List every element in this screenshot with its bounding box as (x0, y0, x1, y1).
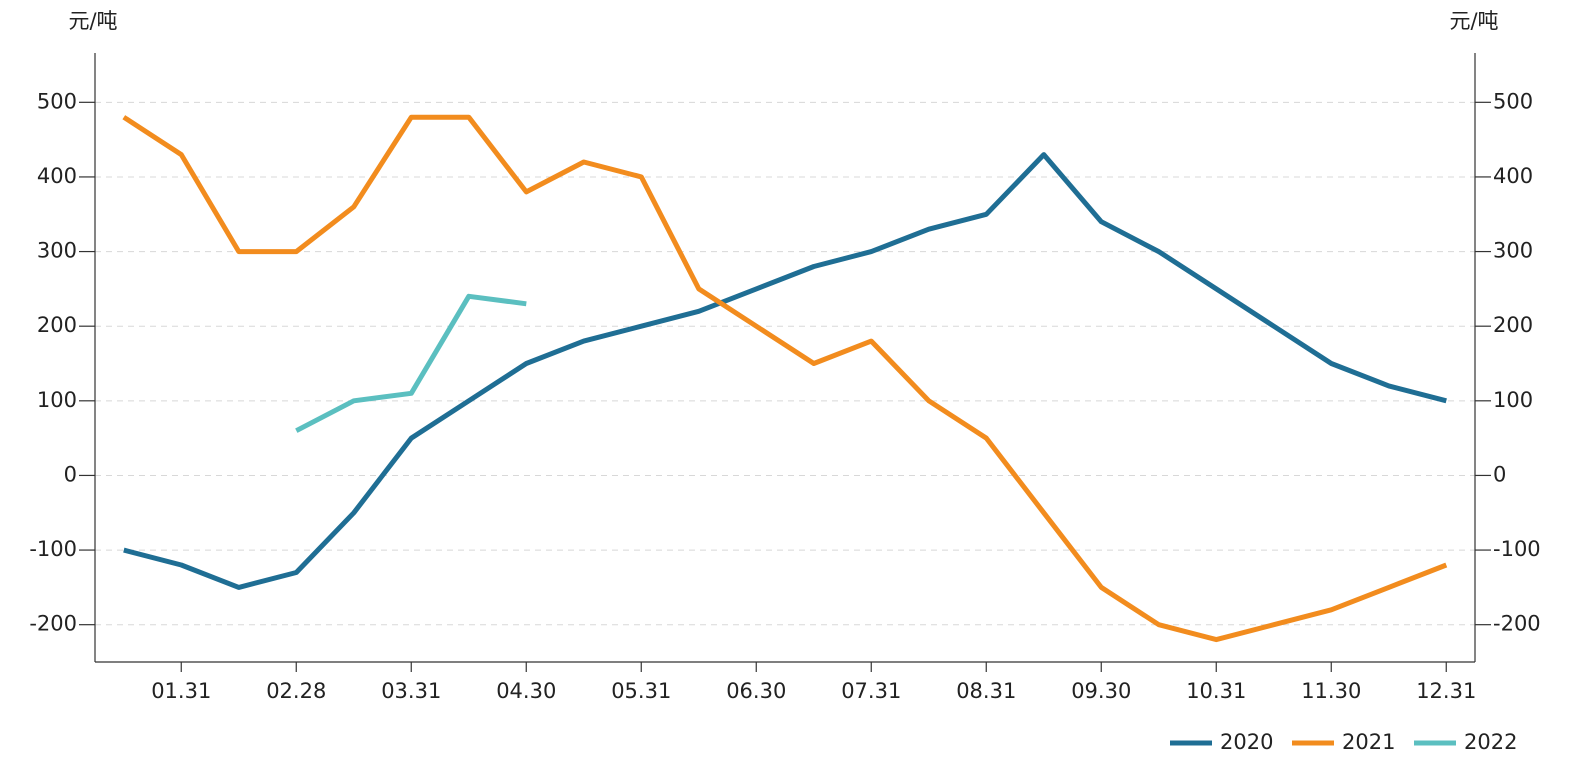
y-tick-label: 0 (64, 462, 77, 486)
y-axis-unit: 元/吨 (68, 9, 117, 33)
y-tick-label: -200 (29, 612, 77, 636)
y2-tick-label: -200 (1493, 612, 1541, 636)
x-tick-label: 05.31 (611, 679, 671, 703)
y-tick-label: 300 (37, 239, 77, 263)
x-tick-label: 11.30 (1301, 679, 1361, 703)
y2-tick-label: 0 (1493, 462, 1506, 486)
x-tick-label: 07.31 (841, 679, 901, 703)
series-line (122, 114, 1448, 643)
y2-tick-label: 500 (1493, 89, 1533, 113)
y-tick-label: 200 (37, 313, 77, 337)
y-tick-label: -100 (29, 537, 77, 561)
y2-tick-label: 300 (1493, 239, 1533, 263)
x-tick-label: 02.28 (266, 679, 326, 703)
x-tick-label: 09.30 (1071, 679, 1131, 703)
y-tick-label: 500 (37, 89, 77, 113)
y2-axis-unit: 元/吨 (1449, 9, 1498, 33)
y-tick-label: 100 (37, 388, 77, 412)
y2-tick-label: 200 (1493, 313, 1533, 337)
legend-label: 2021 (1342, 730, 1395, 754)
x-tick-label: 12.31 (1416, 679, 1476, 703)
x-tick-label: 03.31 (381, 679, 441, 703)
series-line (123, 152, 1447, 590)
x-tick-label: 04.30 (496, 679, 556, 703)
x-tick-label: 06.30 (726, 679, 786, 703)
legend-label: 2020 (1220, 730, 1273, 754)
x-tick-label: 08.31 (956, 679, 1016, 703)
y-tick-label: 400 (37, 164, 77, 188)
y2-tick-label: -100 (1493, 537, 1541, 561)
series-line (295, 293, 527, 433)
y2-tick-label: 100 (1493, 388, 1533, 412)
x-tick-label: 01.31 (151, 679, 211, 703)
legend-label: 2022 (1464, 730, 1517, 754)
x-tick-label: 10.31 (1186, 679, 1246, 703)
y2-tick-label: 400 (1493, 164, 1533, 188)
